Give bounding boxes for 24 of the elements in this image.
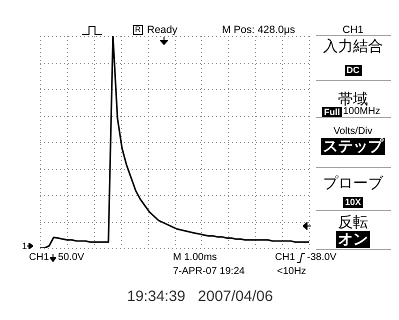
text: 帯域 [338, 90, 368, 108]
text: -38.0V [307, 252, 336, 263]
text: CH1 [29, 252, 50, 263]
text: 10X [343, 196, 364, 208]
text: <10Hz [277, 266, 306, 277]
text: CH1 [275, 252, 296, 263]
text: 7-APR-07 19:24 [173, 266, 245, 277]
text: Full [322, 106, 342, 118]
text: ステップ [321, 138, 385, 154]
text: オン [336, 230, 370, 248]
text: 1 [22, 240, 28, 250]
text: 入力結合 [323, 38, 383, 54]
text: 反転 [338, 214, 368, 230]
text: M Pos: 428.0μs [222, 24, 296, 36]
text: 19:34:39 2007/04/06 [127, 288, 273, 304]
text: M 1.00ms [173, 252, 217, 263]
text: 100MHz [343, 106, 380, 117]
text: プローブ [323, 174, 383, 192]
text: Ready [147, 24, 178, 36]
text: R [133, 25, 143, 35]
text: DC [344, 64, 362, 76]
text: 50.0V [58, 252, 84, 263]
text: Volts/Div [334, 126, 372, 137]
text: CH1 [342, 24, 364, 36]
